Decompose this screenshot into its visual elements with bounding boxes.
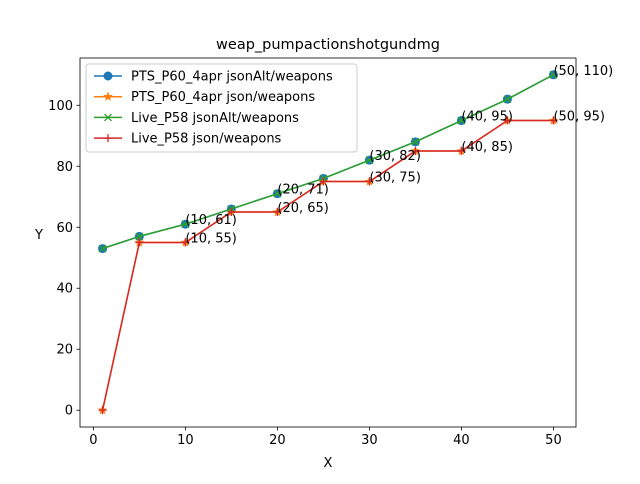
series-4-point — [273, 208, 282, 217]
series-4-point — [227, 208, 236, 217]
series-4-point — [181, 238, 190, 247]
annotation-label: (50, 110) — [553, 64, 613, 79]
legend-entry-3: Live_P58 jsonAlt/weapons — [94, 111, 299, 126]
legend-entry-2: PTS_P60_4apr json/weapons — [94, 90, 315, 105]
series-4-point — [457, 147, 466, 156]
series-4-point — [135, 238, 144, 247]
legend-label: PTS_P60_4apr jsonAlt/weapons — [131, 70, 333, 85]
annotation-label: (20, 71) — [277, 183, 329, 198]
series-4-point — [98, 406, 107, 415]
series-4-point — [365, 177, 374, 186]
y-axis-label: Y — [34, 228, 43, 243]
x-axis-label: X — [324, 456, 333, 471]
x-tick-label: 10 — [177, 433, 194, 448]
series-3-point — [135, 232, 144, 241]
legend-marker — [103, 71, 113, 81]
x-tick-label: 50 — [545, 433, 562, 448]
series-3-point — [411, 137, 420, 146]
series-3-point-b — [503, 95, 512, 104]
series-3-point-b — [457, 116, 466, 125]
series-3-point — [503, 95, 512, 104]
annotation-label: (40, 95) — [461, 110, 512, 125]
legend-label: Live_P58 json/weapons — [131, 132, 282, 147]
y-tick-label: 60 — [56, 221, 73, 236]
y-tick-label: 100 — [48, 99, 73, 114]
axes: 0 10 20 30 40 50 0 20 40 60 80 100 — [48, 57, 577, 448]
series-3-point-b — [365, 156, 374, 165]
series-3-point-b — [98, 244, 107, 253]
annotation-label: (40, 85) — [461, 140, 512, 155]
legend-entry-4: Live_P58 json/weapons — [94, 132, 282, 147]
y-tick-label: 80 — [56, 160, 73, 175]
legend: PTS_P60_4apr jsonAlt/weapons PTS_P60_4apr… — [85, 63, 358, 153]
y-tick-label: 0 — [65, 404, 73, 419]
series-3-point — [365, 156, 374, 165]
legend-box — [85, 63, 358, 153]
legend-marker — [104, 113, 112, 122]
series-4-point — [411, 147, 420, 156]
series-4-point — [549, 116, 558, 125]
series-3-point-b — [181, 220, 190, 229]
annotation-label: (50, 95) — [553, 110, 605, 125]
annotation-label: (30, 82) — [369, 149, 421, 164]
series-3-point-b — [135, 232, 144, 241]
legend-label: PTS_P60_4apr json/weapons — [131, 90, 315, 105]
series-3-point — [273, 189, 282, 198]
y-tick-label: 20 — [56, 343, 73, 358]
series-3-point — [98, 244, 107, 253]
x-tick-label: 20 — [269, 433, 286, 448]
series-4-point — [503, 116, 512, 125]
series-4 — [98, 116, 558, 415]
series-3-point — [549, 70, 558, 79]
series-3-point-b — [549, 70, 558, 79]
legend-marker-b — [104, 113, 112, 122]
legend-marker — [103, 91, 113, 101]
legend-entry-1: PTS_P60_4apr jsonAlt/weapons — [94, 70, 333, 85]
x-tick-label: 40 — [453, 433, 470, 448]
axes-frame — [79, 57, 577, 428]
series-3-point-b — [411, 137, 420, 146]
annotation-label: (10, 55) — [185, 232, 237, 247]
x-tick-label: 0 — [89, 433, 97, 448]
legend-label: Live_P58 jsonAlt/weapons — [131, 111, 299, 126]
series-3-point — [457, 116, 466, 125]
annotation-label: (30, 75) — [369, 171, 421, 186]
chart-title: weap_pumpactionshotgundmg — [216, 37, 440, 53]
series-4-point — [319, 177, 328, 186]
x-tick-label: 30 — [361, 433, 378, 448]
legend-marker — [104, 134, 112, 143]
plot-area: (10, 61) (10, 55) (20, 71) (20, 65) (30, 82)… — [97, 64, 613, 415]
annotation-label: (20, 65) — [277, 201, 329, 216]
series-3-point — [181, 220, 190, 229]
series-3-point-b — [273, 189, 282, 198]
annotation-label: (10, 61) — [185, 213, 237, 228]
y-tick-label: 40 — [56, 282, 73, 297]
